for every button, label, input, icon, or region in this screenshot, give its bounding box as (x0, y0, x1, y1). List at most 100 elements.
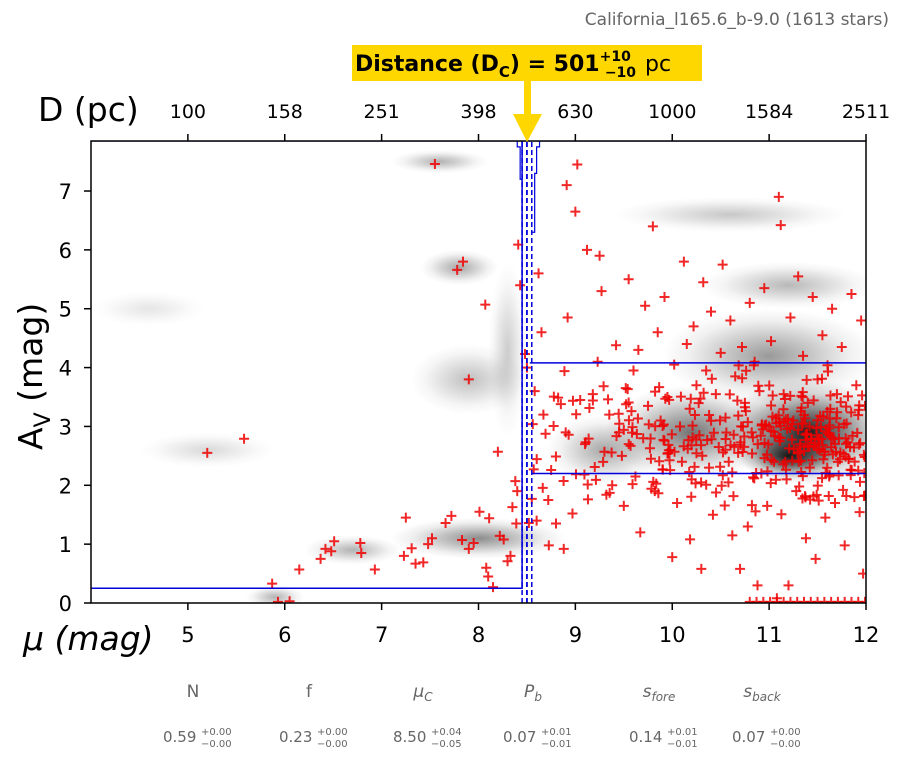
top-tick-label: 158 (267, 101, 303, 123)
star-point (851, 380, 862, 391)
star-point (784, 443, 795, 454)
star-point (804, 421, 815, 432)
star-point (685, 534, 696, 545)
density-blob (420, 249, 498, 286)
star-point (711, 487, 722, 498)
star-point (846, 407, 857, 418)
star-point (627, 479, 638, 490)
density-blob (391, 517, 566, 559)
star-point (826, 442, 837, 453)
star-point (458, 256, 468, 267)
top-axis-title: D (pc) (38, 90, 139, 129)
star-point (833, 422, 844, 433)
star-point (796, 402, 807, 413)
star-point (737, 373, 748, 384)
param-name: sfore (643, 682, 676, 704)
param-value: 0.14 (629, 728, 662, 746)
star-point (796, 467, 807, 478)
star-point (728, 429, 739, 440)
star-point (766, 336, 777, 347)
y-tick-label: 1 (59, 533, 72, 557)
star-point (816, 373, 827, 384)
distance-annotation: Distance (DC) = 501+10 −10 pc (352, 45, 702, 142)
density-blob (304, 535, 401, 565)
star-point (685, 393, 696, 404)
star-point (767, 390, 778, 401)
density-blob (614, 196, 847, 233)
star-point (667, 552, 678, 563)
star-point (720, 444, 731, 455)
star-point (631, 428, 642, 439)
star-point (567, 395, 578, 406)
star-point (704, 410, 715, 421)
star-point (551, 518, 561, 529)
x-tick-label: 11 (756, 623, 783, 647)
star-point (202, 447, 213, 458)
star-point (686, 440, 697, 451)
star-point (818, 454, 829, 465)
star-point (702, 435, 713, 446)
star-point (839, 419, 850, 430)
star-point (570, 206, 581, 217)
star-point (846, 289, 857, 300)
star-point (604, 487, 615, 498)
param-err-up: +0.00 (317, 727, 348, 738)
star-point (798, 350, 809, 361)
star-point (774, 417, 785, 428)
star-point (728, 491, 739, 502)
star-point (543, 495, 554, 506)
star-point (528, 464, 539, 475)
param-name: f (306, 682, 313, 702)
star-point (618, 500, 629, 511)
top-tick-label: 630 (557, 101, 593, 123)
star-point (272, 596, 283, 603)
star-point (675, 391, 686, 402)
star-point (598, 456, 609, 467)
star-point (713, 442, 724, 453)
star-point (623, 415, 634, 426)
density-blob (488, 261, 527, 439)
star-point (737, 341, 747, 352)
star-point (561, 180, 572, 191)
y-tick-label: 2 (59, 474, 72, 498)
star-point (646, 483, 657, 494)
star-point (707, 509, 718, 520)
star-point (284, 596, 295, 603)
star-point (820, 512, 831, 523)
star-point (483, 571, 494, 582)
star-point (607, 480, 618, 491)
star-point (659, 435, 670, 446)
star-point (572, 159, 583, 170)
star-point (659, 291, 670, 302)
star-points (202, 158, 866, 603)
y-axis: 0 1 2 3 4 5 6 7 (59, 180, 91, 616)
star-point (621, 399, 632, 410)
top-distance-axis: 100 158 251 398 630 1000 1584 2511 (170, 101, 890, 141)
star-point (536, 327, 547, 338)
star-point (315, 553, 326, 564)
model-line (516, 141, 523, 180)
star-point (537, 482, 548, 493)
star-point (410, 558, 421, 569)
x-tick-label: 8 (472, 623, 485, 647)
star-point (746, 500, 757, 511)
model-lines (91, 141, 866, 603)
star-point (693, 398, 704, 409)
star-point (783, 580, 794, 591)
distance-sup: +10 (600, 49, 631, 65)
star-point (558, 543, 569, 554)
star-point (606, 447, 617, 458)
y-tick-label: 5 (59, 298, 72, 322)
star-point (741, 365, 752, 376)
star-point (558, 475, 569, 486)
star-point (611, 340, 622, 351)
star-point (817, 440, 828, 451)
star-point (830, 497, 840, 508)
star-point (831, 389, 842, 400)
star-point (515, 280, 526, 291)
star-point (635, 527, 646, 538)
star-point (730, 371, 741, 382)
star-point (369, 564, 380, 575)
star-point (732, 395, 743, 406)
star-point (484, 513, 495, 524)
